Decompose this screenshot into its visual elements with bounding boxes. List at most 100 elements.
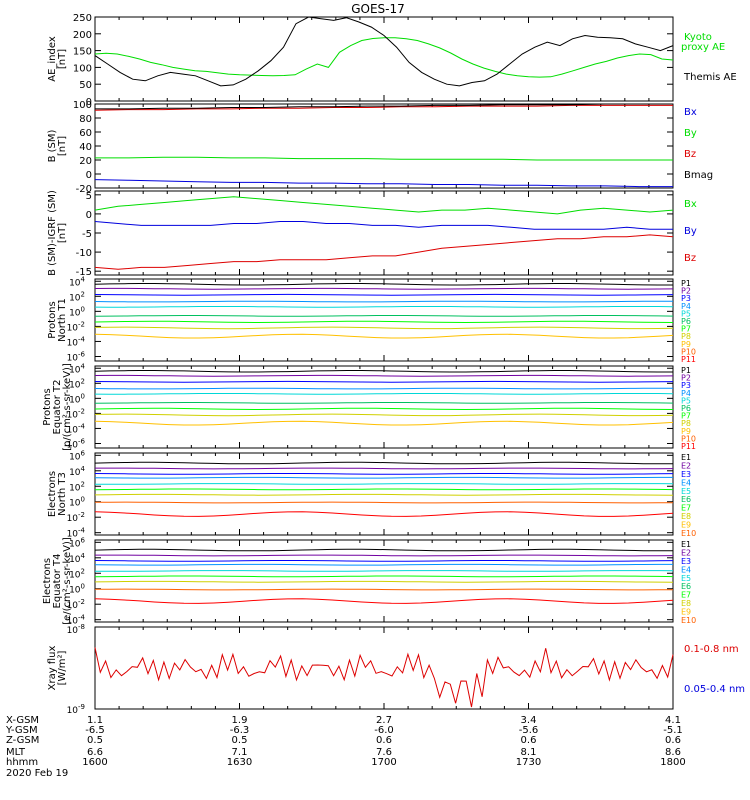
orbit-value: -5.1 [663, 725, 683, 736]
legend-bx: Bx [684, 199, 697, 210]
flux-line [94, 326, 674, 330]
orbit-table: X-GSMY-GSMZ-GSMMLThhmm1.1-6.50.56.616001… [5, 715, 686, 768]
legend-e2: E2 [681, 548, 691, 557]
flux-line [94, 560, 674, 562]
bigrf-line [94, 234, 674, 270]
flux-line [94, 283, 673, 286]
orbit-value: 8.1 [521, 747, 537, 758]
legend-p3: P3 [681, 294, 691, 303]
flux-line [94, 575, 674, 578]
legend-e6: E6 [681, 495, 691, 504]
y-tick-label: 10-6 [67, 350, 86, 363]
bigrf-line [94, 221, 673, 230]
y-tick-label: 40 [79, 142, 92, 153]
legend-e4: E4 [681, 565, 691, 574]
y-tick-label: -5 [82, 229, 92, 240]
y-tick-label: 250 [73, 13, 92, 24]
y-tick-label: 10-8 [67, 623, 85, 636]
y-tick-label: 150 [73, 47, 92, 58]
y-tick-label: 100 [69, 496, 85, 509]
y-tick-label: 106 [69, 449, 85, 462]
panel-frame [94, 16, 674, 102]
flux-line [94, 511, 674, 517]
y-tick-label: 10-4 [67, 422, 86, 435]
panel-protons-t1: 104 102 100 10-2 10-4 10-6 ProtonsNorth T1 P1P2… [47, 275, 696, 364]
y-tick-label: 10-6 [67, 437, 86, 450]
ae-line [94, 16, 674, 87]
flux-ylabel: ElectronsNorth T3 [47, 471, 68, 517]
y-tick-label: 10-2 [67, 511, 85, 524]
orbit-value: 7.1 [232, 747, 248, 758]
legend-p6: P6 [681, 404, 691, 413]
flux-line [94, 588, 674, 591]
y-tick-label: 100 [73, 100, 92, 111]
panel-xray: 10-8 10-9 Xray flux[W/m²] 0.1-0.8 nm 0.05-0.… [47, 623, 745, 716]
orbit-value: 0.5 [87, 735, 103, 746]
legend-p4: P4 [681, 389, 691, 398]
orbit-row-label-hhmm: hhmm [6, 757, 38, 768]
legend-e10: E10 [681, 616, 696, 625]
y-tick-label: 20 [79, 156, 92, 167]
y-tick-label: 100 [69, 583, 85, 596]
orbit-value: 1600 [82, 757, 107, 768]
bsm-line [94, 179, 673, 188]
flux-line [94, 287, 674, 290]
flux-line [94, 306, 674, 308]
y-tick-label: 10-4 [67, 527, 86, 540]
legend-e3: E3 [681, 557, 691, 566]
bsm-ylabel: B (SM)[nT] [47, 129, 68, 162]
legend-themis-ae: Themis AE [683, 72, 737, 83]
orbit-value: 3.4 [521, 715, 537, 726]
flux-line [94, 380, 674, 383]
flux-line [94, 483, 674, 485]
orbit-value: 4.1 [665, 715, 681, 726]
legend-p9: P9 [681, 427, 691, 436]
legend-kyoto: Kyoto [684, 32, 712, 43]
flux-ylabel: ElectronsEquator T4[e/(cm²-s-sr-keV)] [42, 537, 73, 625]
orbit-value: 1.9 [232, 715, 248, 726]
flux-line [94, 570, 674, 572]
legend-p1: P1 [681, 366, 691, 375]
legend-xray-long: 0.1-0.8 nm [684, 644, 739, 655]
orbit-value: 1630 [227, 757, 252, 768]
legend-e10: E10 [681, 529, 696, 538]
xray-ylabel: Xray flux[W/m²] [47, 646, 68, 691]
flux-line [94, 393, 674, 395]
flux-line [94, 315, 674, 317]
panel-bigrf: -15 -10 -5 0 5 B (SM)-IGRF (SM)[nT] Bx By Bz [47, 190, 697, 278]
flux-line [95, 554, 674, 557]
y-tick-label: 102 [69, 567, 85, 580]
flux-line [94, 374, 674, 377]
legend-p6: P6 [681, 317, 691, 326]
orbit-value: -6.3 [230, 725, 250, 736]
y-tick-label: -20 [76, 184, 92, 195]
legend-e7: E7 [681, 591, 691, 600]
y-tick-label: 10-9 [67, 703, 85, 716]
orbit-row-label-y-gsm: Y-GSM [5, 725, 38, 736]
legend-bmag: Bmag [684, 170, 713, 181]
legend-e8: E8 [681, 512, 691, 521]
legend-p7: P7 [681, 325, 691, 334]
legend-p10: P10 [681, 434, 696, 443]
panel-frame [94, 190, 674, 276]
legend-e5: E5 [681, 487, 691, 496]
plot-title: GOES-17 [351, 2, 405, 16]
legend-p2: P2 [681, 374, 691, 383]
legend-e4: E4 [681, 478, 691, 487]
orbit-value: 1.1 [87, 715, 103, 726]
flux-line [94, 461, 673, 465]
flux-line [94, 333, 674, 339]
legend-e6: E6 [681, 582, 691, 591]
legend-e7: E7 [681, 504, 691, 513]
legend-p11: P11 [681, 442, 696, 451]
orbit-row-label-z-gsm: Z-GSM [6, 735, 39, 746]
flux-line [94, 501, 674, 504]
orbit-value: 0.6 [665, 735, 681, 746]
y-tick-label: 0 [86, 210, 92, 221]
y-tick-label: -15 [76, 267, 92, 278]
legend-p8: P8 [681, 332, 691, 341]
